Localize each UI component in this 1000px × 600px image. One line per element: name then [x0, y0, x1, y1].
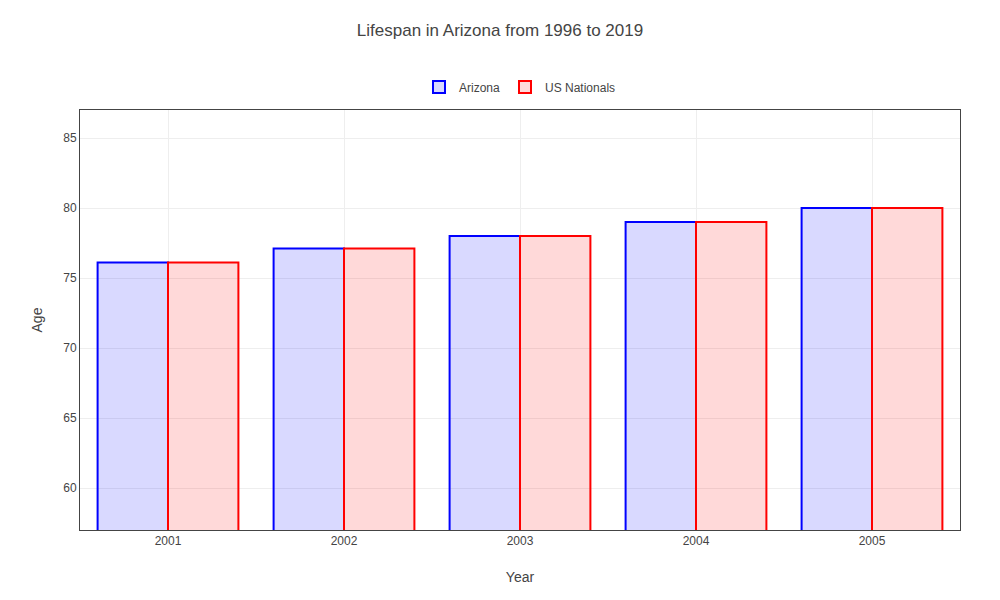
svg-text:60: 60 [63, 481, 77, 495]
svg-text:Lifespan in Arizona from 1996: Lifespan in Arizona from 1996 to 2019 [357, 21, 643, 40]
svg-text:Year: Year [506, 569, 535, 585]
svg-text:2002: 2002 [331, 534, 358, 548]
svg-text:2001: 2001 [155, 534, 182, 548]
svg-text:65: 65 [63, 411, 77, 425]
svg-text:70: 70 [63, 341, 77, 355]
svg-text:80: 80 [63, 201, 77, 215]
svg-text:2005: 2005 [859, 534, 886, 548]
svg-text:85: 85 [63, 131, 77, 145]
svg-text:Arizona: Arizona [459, 81, 500, 95]
svg-text:75: 75 [63, 271, 77, 285]
svg-text:2004: 2004 [683, 534, 710, 548]
svg-text:US Nationals: US Nationals [545, 81, 615, 95]
svg-text:2003: 2003 [507, 534, 534, 548]
svg-text:Age: Age [29, 307, 45, 332]
